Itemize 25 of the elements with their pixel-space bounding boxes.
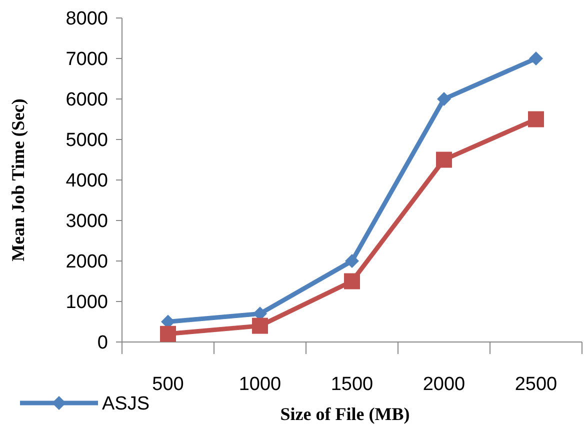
point [436,152,452,168]
point [344,273,360,290]
y-tick-label: 3000 [66,211,108,232]
x-tick-label: 1000 [238,374,282,395]
x-axis-title: Size of File (MB) [280,404,410,424]
y-tick-label: 6000 [66,90,108,111]
x-tick-label: 500 [152,374,184,395]
x-tick-label: 1500 [330,374,374,395]
point [529,52,543,66]
y-tick-label: 2000 [66,252,108,273]
point [345,254,359,268]
y-tick-label: 4000 [66,170,108,192]
point [528,111,544,128]
y-tick-label: 0 [97,332,108,354]
point [160,326,176,342]
x-tick-label: 2500 [514,374,558,395]
x-tick-label: 2000 [422,374,466,395]
y-tick-label: 8000 [66,8,108,30]
legend-label: ASJS [102,394,150,415]
y-tick-label: 5000 [66,130,108,152]
y-tick-label: 7000 [66,49,108,70]
point [437,92,451,106]
point [252,318,268,334]
y-axis-title: Mean Job Time (Sec) [8,98,28,262]
y-tick-label: 1000 [66,292,108,314]
